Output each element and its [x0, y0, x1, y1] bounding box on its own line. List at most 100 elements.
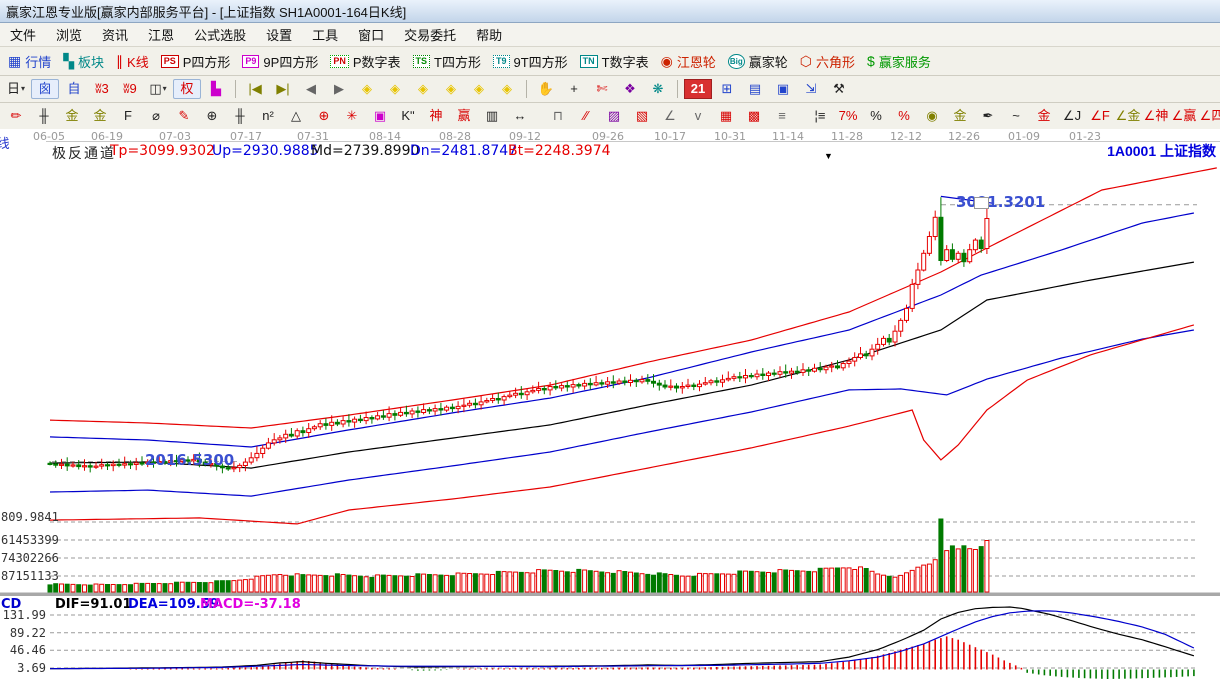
drawing-tool-button[interactable]: ▨ [607, 108, 621, 123]
drawing-tool-button[interactable]: % [870, 108, 882, 123]
drawing-tool-button[interactable]: ⊕ [318, 108, 330, 123]
drawing-tool-button[interactable]: % [898, 108, 910, 123]
drawing-tool-button[interactable]: ✎ [178, 108, 190, 123]
drawing-tool-button[interactable]: ∕∕ [583, 108, 589, 123]
drawing-tool-button[interactable]: ⊓ [552, 108, 564, 123]
menu-item[interactable]: 公式选股 [194, 28, 247, 43]
toolbar-button[interactable]: ⬡ 六角形 [794, 51, 861, 72]
toolbar-button[interactable]: ▚ 板块 [57, 51, 110, 72]
toolbar-button[interactable]: P9 9P四方形 [236, 51, 324, 72]
drawing-tool-button[interactable]: ⌀ [152, 108, 160, 123]
toolbar-button[interactable]: PS P四方形 [155, 51, 237, 72]
toolbar-icon-button[interactable]: ▤ [748, 81, 762, 96]
menu-item[interactable]: 工具 [312, 28, 339, 43]
toolbar-icon-button[interactable]: ʬ9 [123, 81, 137, 96]
toolbar-icon-button[interactable]: ◈ [390, 81, 400, 96]
drawing-tool-button[interactable]: 神 [429, 108, 443, 123]
drawing-tool-button[interactable]: ≡ [778, 108, 786, 123]
menu-item[interactable]: 江恩 [148, 28, 175, 43]
toolbar-icon-button[interactable]: ◫ ▾ [149, 81, 167, 96]
toolbar-icon-button[interactable]: ◈ [362, 81, 372, 96]
toolbar-icon-button[interactable]: ▶| [276, 81, 290, 96]
toolbar-icon-button[interactable]: ⇲ [805, 81, 817, 96]
macd-pane-label[interactable]: CD [1, 597, 22, 612]
drawing-tool-button[interactable]: ↔ [513, 108, 527, 123]
drawing-tool-button[interactable]: 金 [953, 108, 967, 123]
menu-item[interactable]: 浏览 [56, 28, 83, 43]
drawing-tool-button[interactable]: ▧ [635, 108, 649, 123]
drawing-tool-button[interactable]: ∠赢 [1171, 108, 1197, 123]
symbol-label[interactable]: 1A0001 上证指数 [1107, 143, 1216, 159]
toolbar-button[interactable]: PN P数字表 [324, 51, 406, 72]
drawing-tool-button[interactable]: v [694, 108, 702, 123]
drawing-tool-button[interactable]: ¦≡ [814, 108, 826, 123]
drawing-tool-button[interactable]: 7% [838, 108, 858, 123]
toolbar-button[interactable]: T9 9T四方形 [487, 51, 574, 72]
toolbar-button[interactable]: $ 赢家服务 [861, 51, 937, 72]
drawing-tool-button[interactable]: ∠四 [1199, 108, 1220, 123]
drawing-tool-button[interactable]: 金 [1037, 108, 1051, 123]
toolbar-icon-button[interactable]: ⚒ [833, 81, 845, 96]
kline-chart-area[interactable]: K线 06-05 06-19 07-03 07-17 07-31 08-14 08-28 09… [0, 129, 1220, 684]
drawing-tool-button[interactable]: ∠F [1090, 108, 1110, 123]
menu-item[interactable]: 文件 [10, 28, 37, 43]
toolbar-icon-button[interactable]: ✄ [596, 81, 608, 96]
toolbar-icon-button[interactable]: ⊞ [721, 81, 733, 96]
toolbar-icon-button[interactable]: 权 [173, 79, 201, 99]
toolbar-icon-button[interactable]: ❖ [624, 81, 636, 96]
toolbar-icon-button[interactable]: ◈ [446, 81, 456, 96]
toolbar-icon-button[interactable]: 21 [684, 79, 712, 99]
drawing-tool-button[interactable]: ╫ [235, 108, 245, 123]
drawing-tool-button[interactable]: ∠J [1062, 108, 1082, 123]
pane-tab-kline[interactable]: K线 [0, 136, 10, 151]
menu-item[interactable]: 窗口 [358, 28, 385, 43]
drawing-tool-button[interactable]: 金 [65, 108, 79, 123]
drawing-tool-button[interactable]: ✳ [346, 108, 358, 123]
toolbar-icon-button[interactable]: ◀ [306, 81, 316, 96]
drawing-tool-button[interactable]: ⊕ [206, 108, 218, 123]
toolbar-icon-button[interactable]: ▶ [334, 81, 344, 96]
drawing-tool-button[interactable]: ▥ [485, 108, 499, 123]
toolbar-icon-button[interactable]: + [570, 81, 578, 96]
drawing-tool-button[interactable]: ▦ [719, 108, 733, 123]
drawing-tool-button[interactable]: ∠金 [1115, 108, 1141, 123]
drawing-tool-button[interactable]: ∠ [664, 108, 676, 123]
toolbar-icon-button[interactable]: ▙ [211, 81, 221, 96]
menu-item[interactable]: 帮助 [476, 28, 503, 43]
toolbar-icon-button[interactable]: ◈ [502, 81, 512, 96]
drawing-tool-button[interactable]: Kʺ [401, 108, 415, 123]
toolbar-icon-button[interactable]: ◈ [418, 81, 428, 96]
toolbar-icon-button[interactable]: |◀ [248, 81, 262, 96]
toolbar-icon-button[interactable]: ❋ [652, 81, 664, 96]
toolbar-icon-button[interactable]: ✋ [537, 81, 555, 96]
toolbar-button[interactable]: Big 赢家轮 [722, 51, 794, 72]
drawing-tool-button[interactable]: ∠神 [1143, 108, 1169, 123]
drawing-tool-button[interactable]: ◉ [926, 108, 938, 123]
price-marker-box[interactable] [974, 197, 989, 209]
drawing-tool-button[interactable]: 金 [93, 108, 107, 123]
menu-item[interactable]: 设置 [266, 28, 293, 43]
menu-item[interactable]: 交易委托 [404, 28, 457, 43]
drawing-tool-button[interactable]: ✒ [982, 108, 994, 123]
drawing-tool-button[interactable]: n² [262, 108, 274, 123]
toolbar-button[interactable]: ◉ 江恩轮 [655, 51, 722, 72]
window-titlebar[interactable]: 赢家江恩专业版[赢家内部服务平台] - [上证指数 SH1A0001-164日K… [0, 0, 1220, 23]
drawing-tool-button[interactable]: ▩ [747, 108, 761, 123]
toolbar-icon-button[interactable]: 自 [67, 81, 81, 96]
toolbar-icon-button[interactable]: ◈ [474, 81, 484, 96]
drawing-tool-button[interactable]: F [124, 108, 132, 123]
drawing-tool-button[interactable]: ~ [1012, 108, 1020, 123]
toolbar-button[interactable]: ∥ K线 [110, 51, 155, 72]
drawing-tool-button[interactable]: ✏ [10, 108, 22, 123]
toolbar-button[interactable]: TS T四方形 [407, 51, 487, 72]
drawing-tool-button[interactable]: 赢 [457, 108, 471, 123]
toolbar-icon-button[interactable]: 日 ▾ [6, 81, 26, 96]
kline-chart-canvas[interactable] [0, 129, 1220, 684]
drawing-tool-button[interactable]: ╫ [39, 108, 49, 123]
toolbar-icon-button[interactable]: ʬ3 [95, 81, 109, 96]
toolbar-button[interactable]: TN T数字表 [574, 51, 655, 72]
menu-item[interactable]: 资讯 [102, 28, 129, 43]
drawing-tool-button[interactable]: ▣ [373, 108, 387, 123]
toolbar-button[interactable]: ▦ 行情 [2, 51, 57, 72]
toolbar-icon-button[interactable]: 囪 [31, 79, 59, 99]
